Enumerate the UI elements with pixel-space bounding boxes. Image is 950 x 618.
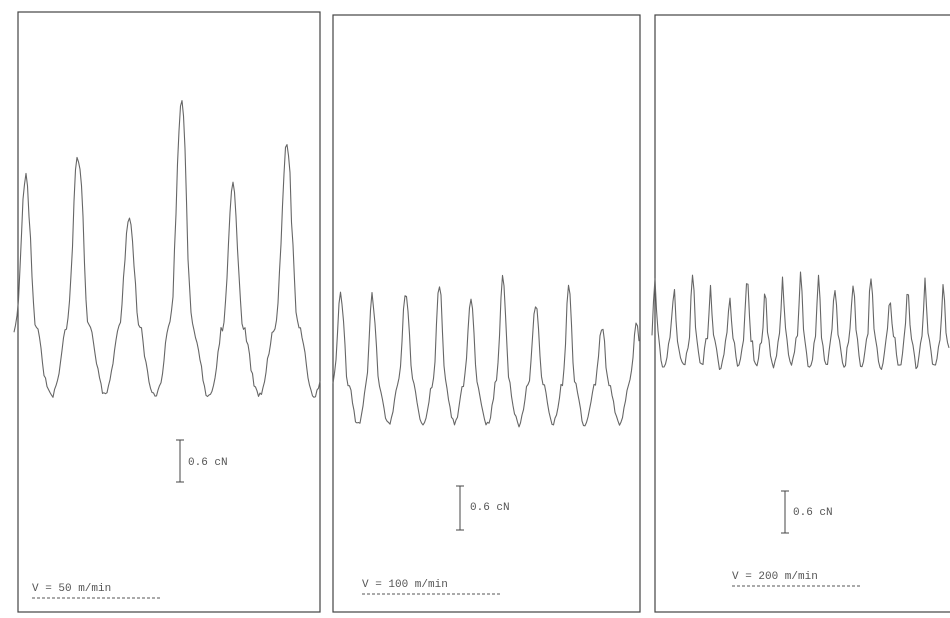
speed-label: V = 50 m/min — [32, 583, 111, 595]
scale-bar — [176, 439, 184, 483]
trace — [651, 271, 950, 371]
scale-bar — [781, 490, 789, 534]
panel-frame — [654, 14, 950, 613]
speed-label: V = 200 m/min — [732, 571, 818, 583]
panel-frame — [17, 11, 321, 613]
scale-label: 0.6 cN — [470, 502, 510, 514]
trace — [332, 274, 640, 428]
panel-frame — [332, 14, 641, 613]
scale-label: 0.6 cN — [188, 457, 228, 469]
trace — [13, 100, 321, 398]
speed-label: V = 100 m/min — [362, 579, 448, 591]
scale-bar — [456, 485, 464, 531]
scale-label: 0.6 cN — [793, 507, 833, 519]
